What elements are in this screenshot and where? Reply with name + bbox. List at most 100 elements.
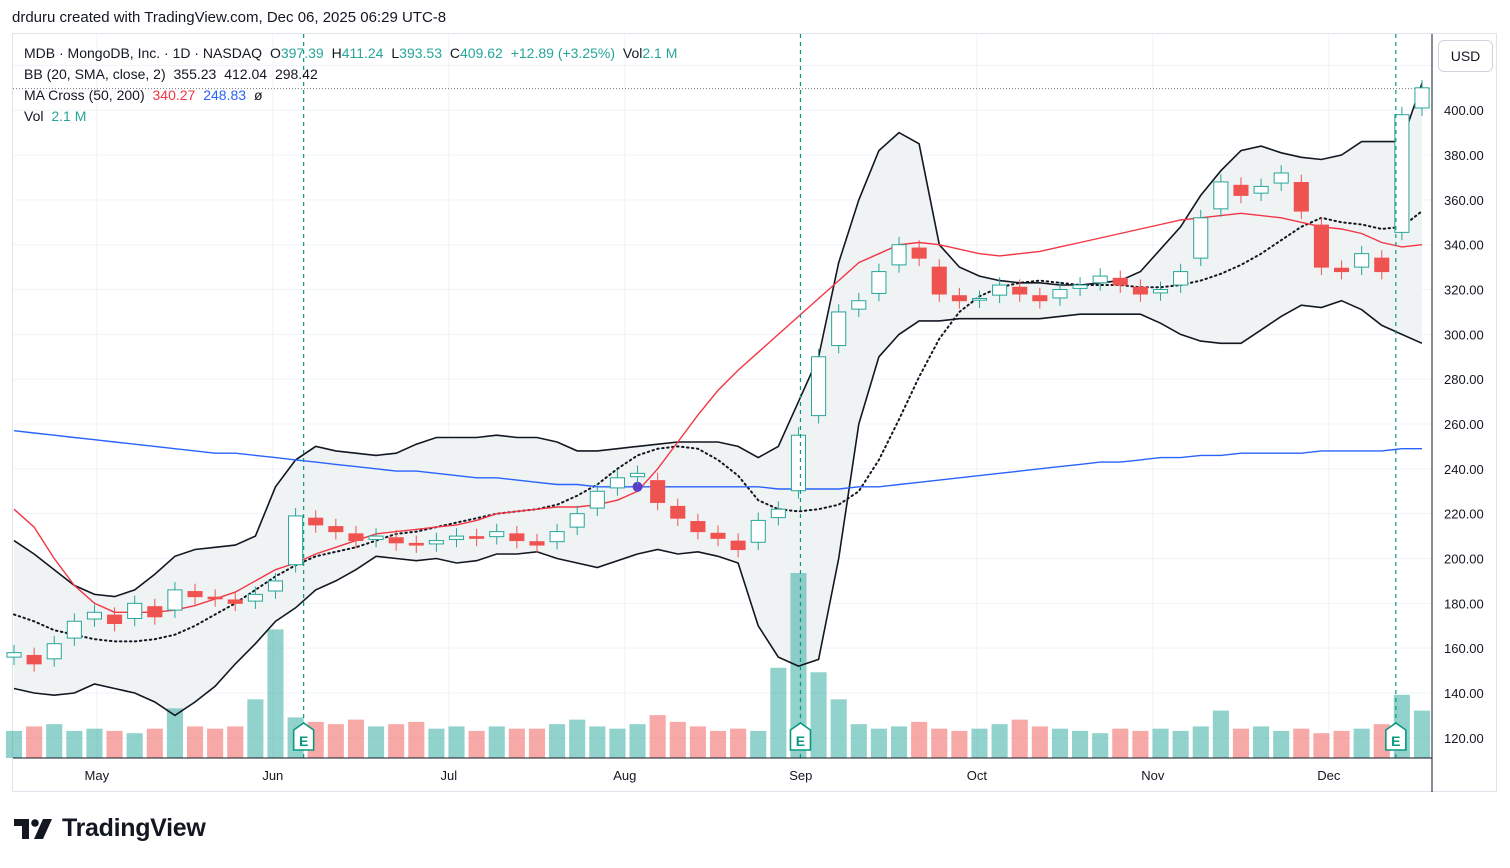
candle-body xyxy=(388,537,404,544)
tradingview-logo: TradingView xyxy=(14,814,206,843)
ma-hidden-icon[interactable]: ø xyxy=(253,87,263,103)
volume-bar xyxy=(1413,710,1431,758)
candle-body xyxy=(589,490,605,509)
time-axis[interactable]: May Jun Jul Aug Sep Oct Nov Dec xyxy=(13,757,1432,783)
volume-bar xyxy=(1333,730,1350,758)
candle-body xyxy=(770,508,786,519)
legend-change: +12.89 (+3.25%) xyxy=(510,45,616,61)
price-tick-label: 200.00 xyxy=(1444,552,1484,567)
candle-body xyxy=(891,244,907,266)
candle-body xyxy=(1152,289,1169,294)
candle-body xyxy=(207,596,223,600)
candle-body xyxy=(710,532,726,539)
candle-body xyxy=(267,580,284,592)
volume-bar xyxy=(207,728,224,758)
candle-body xyxy=(1414,87,1430,109)
candle-body xyxy=(1334,267,1350,273)
volume-bar xyxy=(669,721,686,758)
legend-vol[interactable]: Vol 2.1 M xyxy=(24,108,90,124)
volume-bar xyxy=(1152,728,1169,758)
volume-bar xyxy=(1112,728,1129,758)
volume-bar xyxy=(1253,726,1270,758)
candle-body xyxy=(448,535,465,540)
volume-bar xyxy=(488,726,505,758)
volume-bar xyxy=(1092,733,1109,758)
candle-body xyxy=(871,271,887,294)
bollinger-band-fill xyxy=(14,83,1422,716)
volume-bar xyxy=(931,728,948,758)
earnings-badge xyxy=(292,722,315,751)
volume-bar xyxy=(508,728,525,758)
volume-bar xyxy=(448,726,465,758)
volume-bar xyxy=(1212,710,1229,758)
volume-bar xyxy=(267,629,284,758)
candle-body xyxy=(348,533,364,542)
candle-body xyxy=(1072,284,1088,289)
ma-cross-marker xyxy=(632,481,643,492)
volume-bar xyxy=(468,730,485,758)
legend-ma-cross[interactable]: MA Cross (50, 200) 340.27 248.83 ø xyxy=(24,87,267,103)
candle-body xyxy=(529,541,545,546)
candle-body xyxy=(670,505,686,519)
candle-body xyxy=(1213,181,1229,210)
candle-body xyxy=(328,526,344,533)
bb-lower-value: 298.42 xyxy=(274,66,318,82)
candle-body xyxy=(86,611,102,620)
time-tick-label: Aug xyxy=(613,768,636,783)
candle-body xyxy=(46,643,62,660)
price-tick-label: 160.00 xyxy=(1444,641,1484,656)
chart-frame xyxy=(12,33,1497,792)
candle-body xyxy=(428,540,444,545)
volume-bar xyxy=(227,726,244,758)
volume-bar xyxy=(870,728,887,758)
volume-bar xyxy=(86,728,103,758)
ma50-line xyxy=(13,212,1423,613)
candle-body xyxy=(1052,289,1068,299)
ma-cross-label: MA Cross (50, 200) xyxy=(24,87,145,103)
candle-body xyxy=(730,540,746,551)
candle-body xyxy=(489,531,505,538)
candle-body xyxy=(1293,181,1309,212)
candle-body xyxy=(6,652,22,658)
candle-body xyxy=(931,266,947,295)
legend-high: H411.24 xyxy=(331,45,384,61)
candle-body xyxy=(147,606,163,618)
bb-label: BB (20, SMA, close, 2) xyxy=(24,66,166,82)
currency-button[interactable]: USD xyxy=(1438,40,1493,72)
time-tick-label: Dec xyxy=(1317,768,1341,783)
legend-bb[interactable]: BB (20, SMA, close, 2) 355.23 412.04 298… xyxy=(24,66,322,82)
price-tick-label: 380.00 xyxy=(1444,148,1484,163)
volume-bar xyxy=(5,730,23,758)
candle-body xyxy=(690,521,706,533)
candle-body xyxy=(1313,224,1329,268)
earnings-badge xyxy=(789,722,812,751)
volume-bar xyxy=(629,724,646,758)
volume-bar xyxy=(388,724,405,758)
bb-upper-line xyxy=(13,83,1423,598)
volume-bar xyxy=(347,719,364,758)
candle-body xyxy=(408,542,424,546)
legend-symbol[interactable]: MDB · MongoDB, Inc. · 1D · NASDAQ xyxy=(24,45,263,61)
volume-bar xyxy=(106,730,123,758)
price-tick-label: 120.00 xyxy=(1444,731,1484,746)
candle-body xyxy=(1374,257,1390,273)
candle-body xyxy=(66,620,82,639)
price-axis[interactable]: 120.00 140.00 160.00 180.00 200.00 220.00 240.… xyxy=(1431,34,1484,792)
volume-bar xyxy=(26,726,43,758)
candle-body xyxy=(1253,185,1269,194)
earnings-label: E xyxy=(796,733,805,749)
volume-bar xyxy=(589,726,606,758)
candle-body xyxy=(1092,275,1108,284)
volume-bar xyxy=(1313,733,1330,758)
candle-body xyxy=(1112,277,1128,286)
time-tick-label: Jul xyxy=(441,768,458,783)
candles[interactable] xyxy=(6,79,1430,672)
volume-bar xyxy=(730,728,747,758)
time-tick-label: Oct xyxy=(967,768,988,783)
candle-body xyxy=(127,602,143,619)
tradingview-logo-icon xyxy=(14,818,52,839)
volume-bar xyxy=(408,721,425,758)
ma200-value: 248.83 xyxy=(203,87,247,103)
